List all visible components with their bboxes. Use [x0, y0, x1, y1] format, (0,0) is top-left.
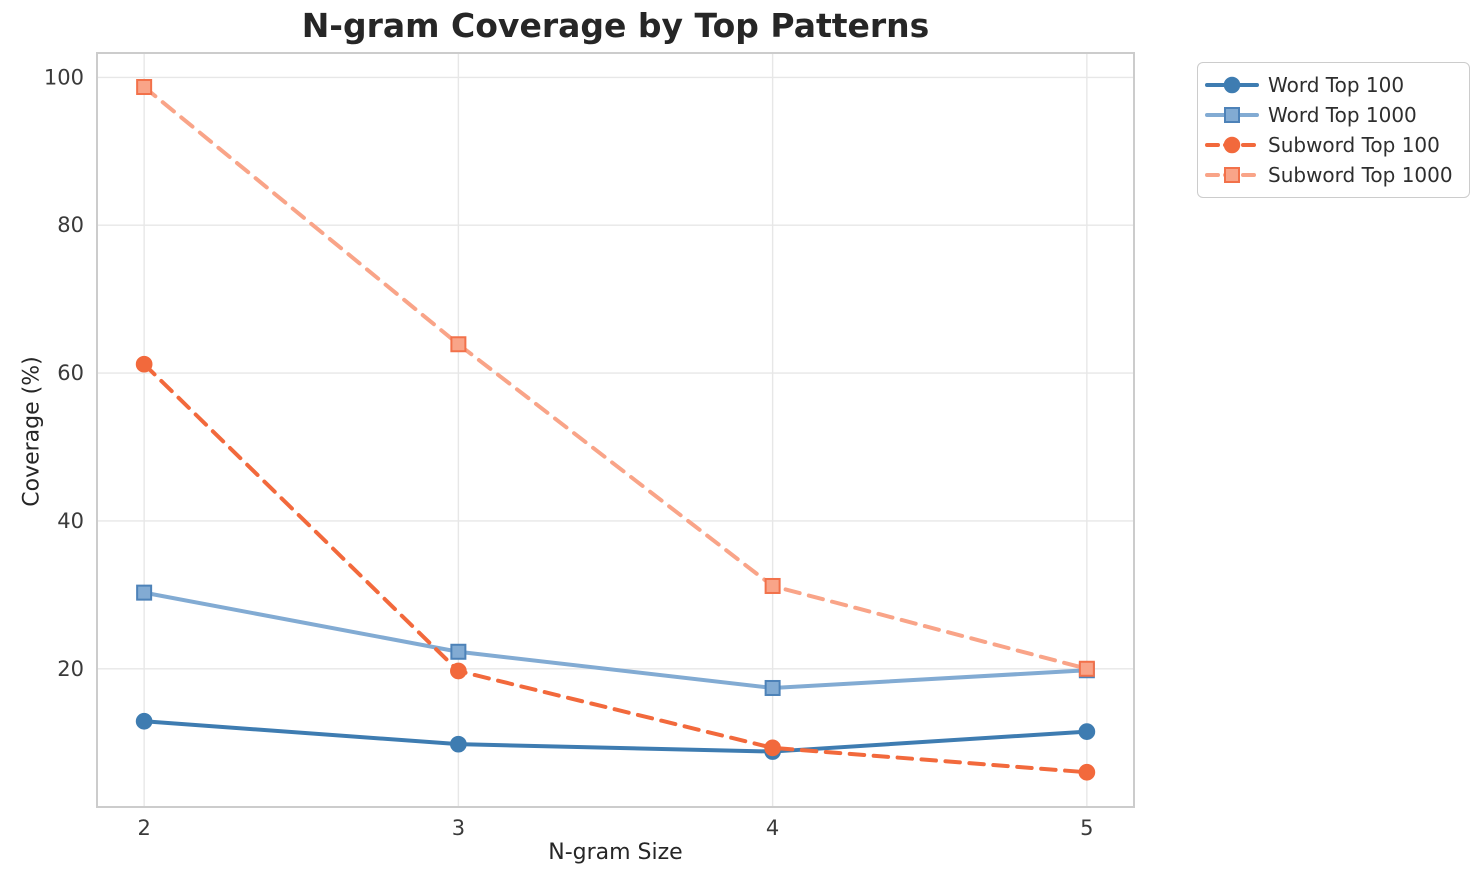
legend-label: Subword Top 100 — [1268, 133, 1440, 157]
grid-lines — [97, 53, 1134, 807]
data-point-marker — [764, 679, 781, 696]
data-point-marker — [764, 739, 781, 757]
data-point-marker — [136, 584, 153, 601]
data-point-marker — [1078, 763, 1096, 781]
legend-marker — [1223, 76, 1241, 94]
legend-line-square-icon — [1205, 107, 1259, 123]
tick-labels: 2 3 4 5 20 40 60 80 100 — [44, 65, 1094, 840]
legend-line-circle-icon — [1205, 136, 1259, 154]
legend-item: Subword Top 1000 — [1204, 160, 1459, 190]
data-point-marker — [135, 712, 153, 730]
y-tick-label: 100 — [44, 65, 84, 89]
series-line — [142, 362, 1089, 775]
data-point-marker — [764, 577, 781, 594]
legend-label: Subword Top 1000 — [1268, 163, 1453, 187]
legend-line-square-icon — [1205, 167, 1259, 183]
data-point-marker — [135, 355, 153, 373]
series-line — [142, 590, 1089, 690]
x-tick-label: 3 — [452, 816, 465, 840]
y-tick-label: 20 — [57, 657, 84, 681]
data-point-marker — [450, 336, 467, 353]
x-tick-label: 2 — [137, 816, 150, 840]
data-point-marker — [450, 662, 467, 680]
y-axis-label: Coverage (%) — [19, 356, 45, 507]
legend-marker — [1224, 167, 1240, 183]
chart-title: N-gram Coverage by Top Patterns — [301, 6, 930, 45]
x-axis-label: N-gram Size — [548, 840, 683, 865]
legend-item: Subword Top 100 — [1204, 130, 1459, 160]
y-tick-label: 40 — [57, 509, 84, 533]
data-point-marker — [450, 735, 467, 753]
x-tick-label: 5 — [1080, 816, 1093, 840]
legend-line-circle-icon — [1205, 76, 1259, 94]
data-point-marker — [1078, 660, 1095, 677]
series-word-top-100 — [135, 712, 1096, 760]
data-point-marker — [450, 643, 467, 660]
legend-item: Word Top 1000 — [1204, 100, 1459, 130]
legend-item: Word Top 100 — [1204, 70, 1459, 100]
series-line — [142, 719, 1089, 754]
legend-marker — [1224, 107, 1240, 123]
data-point-marker — [1078, 723, 1096, 740]
data-point-marker — [136, 79, 153, 96]
y-tick-label: 80 — [57, 213, 84, 237]
legend: Word Top 100 Word Top 1000 Subword Top 100… — [1197, 62, 1470, 198]
legend-label: Word Top 100 — [1268, 73, 1405, 97]
series-subword-top-1000 — [136, 79, 1095, 677]
series-word-top-1000 — [136, 584, 1095, 696]
plot-border — [96, 52, 1135, 808]
series-subword-top-100 — [135, 355, 1096, 781]
legend-label: Word Top 1000 — [1268, 103, 1417, 127]
y-tick-label: 60 — [57, 361, 84, 385]
series-line — [142, 85, 1089, 671]
x-tick-label: 4 — [766, 816, 779, 840]
legend-marker — [1223, 136, 1241, 154]
